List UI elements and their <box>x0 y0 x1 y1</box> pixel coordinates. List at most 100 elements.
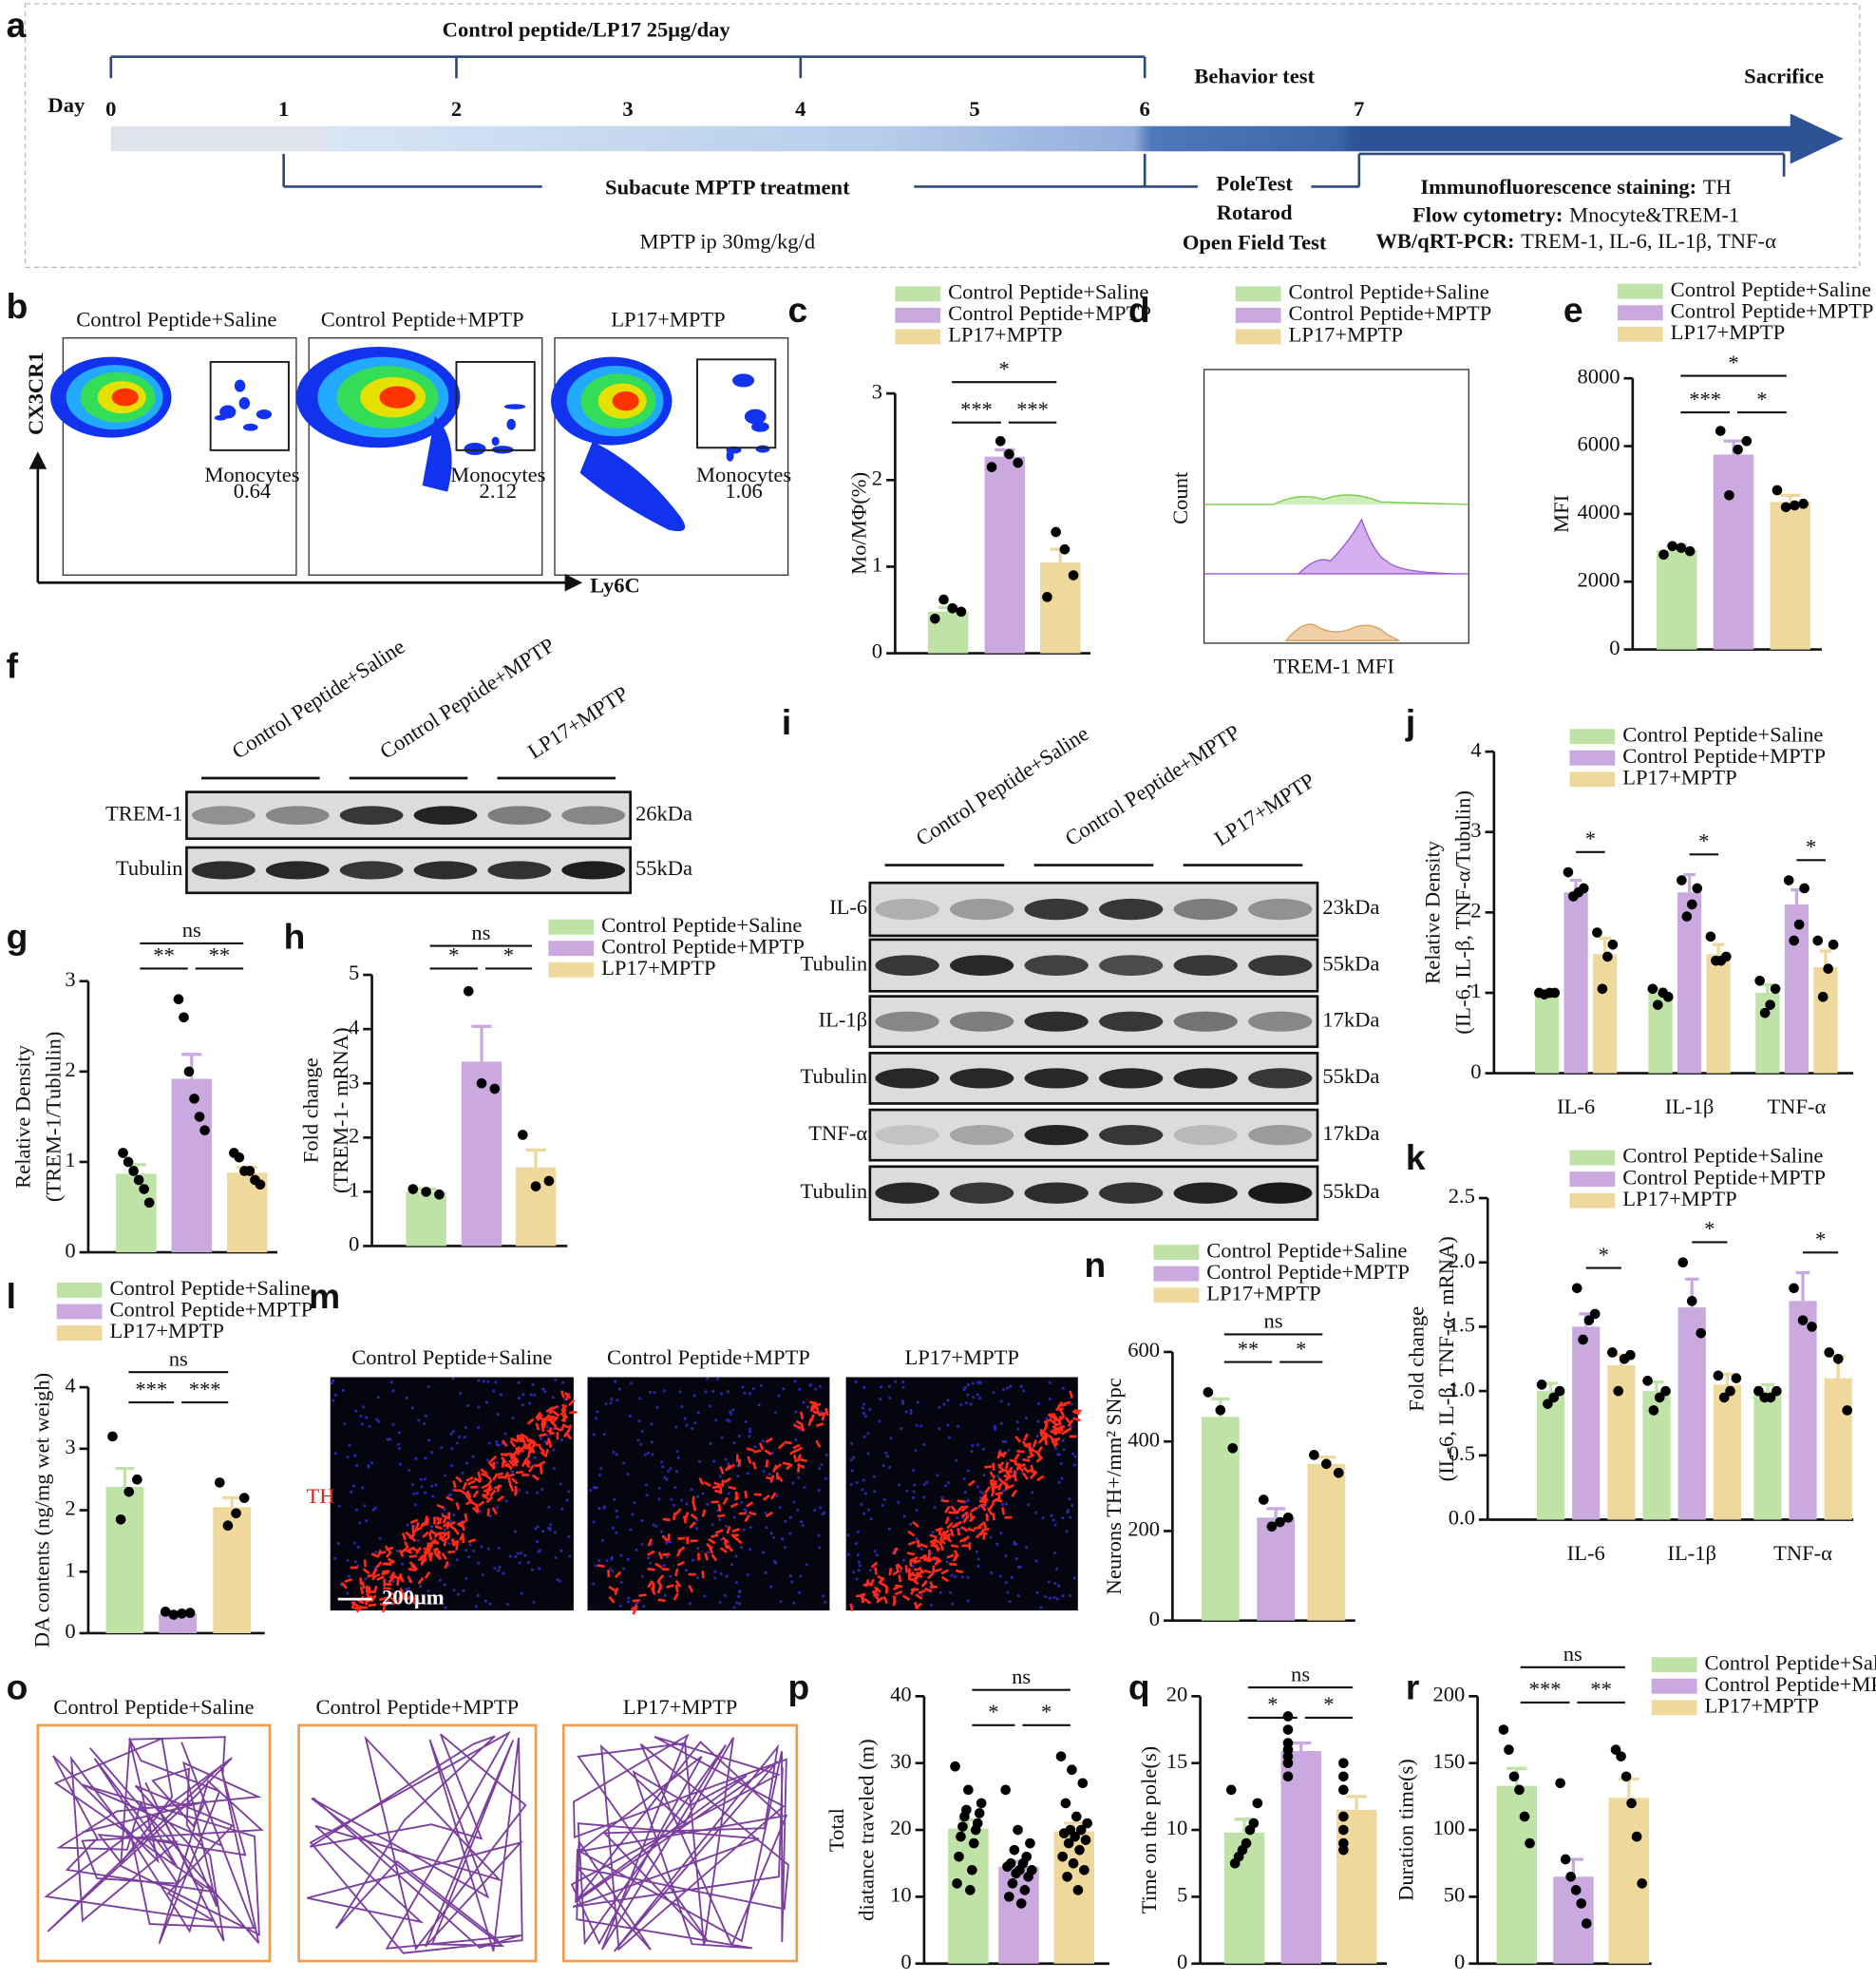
neuron <box>932 1565 936 1573</box>
nucleus <box>929 1588 932 1590</box>
gate-value: 0.64 <box>234 479 271 503</box>
neuron <box>447 1520 456 1527</box>
neuron <box>711 1553 718 1562</box>
nucleus <box>559 1482 562 1486</box>
neuron <box>758 1442 765 1451</box>
density <box>612 390 639 411</box>
neuron <box>632 1598 640 1603</box>
neuron <box>946 1553 955 1559</box>
legend-label: Control Peptide+MPTP <box>1671 298 1874 322</box>
nucleus <box>501 1442 504 1445</box>
y-axis-label: Total <box>824 1808 848 1852</box>
legend-label: Control Peptide+Saline <box>948 279 1148 303</box>
data-point <box>1592 927 1602 938</box>
nucleus <box>354 1409 358 1413</box>
data-point <box>530 1181 541 1191</box>
data-point <box>1282 1771 1294 1782</box>
data-point <box>1676 543 1687 553</box>
nucleus <box>430 1484 433 1488</box>
neuron <box>455 1475 463 1483</box>
data-point <box>1227 1442 1239 1454</box>
nucleus <box>849 1458 853 1461</box>
data-point <box>1525 1837 1535 1849</box>
nucleus <box>410 1406 414 1410</box>
nucleus <box>368 1425 371 1428</box>
nucleus <box>880 1385 882 1389</box>
significance-label: * <box>1728 351 1738 374</box>
data-point <box>1057 1851 1068 1862</box>
neuron <box>796 1454 802 1462</box>
blot-band <box>561 806 626 825</box>
row-label: Tubulin <box>116 856 183 880</box>
nucleus <box>791 1481 795 1485</box>
event <box>744 409 767 425</box>
data-point <box>1589 1308 1601 1320</box>
neuron <box>539 1433 547 1437</box>
bar <box>116 1173 157 1253</box>
nucleus <box>346 1591 350 1595</box>
nucleus <box>665 1541 669 1545</box>
nucleus <box>423 1422 426 1425</box>
y-tick-label: 0 <box>1470 1059 1481 1083</box>
nucleus <box>554 1555 558 1559</box>
y-tick-label: 0 <box>65 1619 75 1643</box>
nucleus <box>714 1418 717 1422</box>
density-tail <box>579 441 686 532</box>
nucleus <box>1002 1388 1005 1391</box>
data-point <box>1007 1878 1018 1889</box>
nucleus <box>1061 1516 1065 1519</box>
neuron <box>1057 1416 1062 1424</box>
nucleus <box>450 1464 453 1467</box>
neuron <box>1026 1453 1035 1459</box>
nucleus <box>518 1397 521 1399</box>
nucleus <box>909 1408 913 1412</box>
nucleus <box>611 1570 614 1573</box>
neuron <box>399 1587 406 1596</box>
nucleus <box>480 1545 483 1549</box>
nucleus <box>998 1449 1002 1453</box>
neuron <box>442 1515 448 1525</box>
y-tick-label: 0 <box>872 639 882 663</box>
nucleus <box>498 1547 501 1550</box>
nucleus <box>737 1595 740 1598</box>
neuron <box>1056 1400 1064 1409</box>
bar <box>1789 1301 1817 1520</box>
event <box>234 379 246 392</box>
nucleus <box>954 1575 957 1578</box>
nucleus <box>821 1513 824 1516</box>
nucleus <box>1055 1597 1059 1601</box>
legend-label: Control Peptide+MPTP <box>109 1298 313 1322</box>
gate-label: Monocytes <box>450 463 545 486</box>
nucleus <box>330 1381 333 1385</box>
neuron <box>939 1530 946 1539</box>
data-point <box>1696 1327 1707 1339</box>
neuron <box>523 1460 531 1469</box>
gate-label: Monocytes <box>204 463 299 486</box>
nucleus <box>1070 1402 1073 1406</box>
neuron <box>420 1522 428 1528</box>
nucleus <box>494 1380 498 1384</box>
y-axis-label: Mo/MΦ(%) <box>847 472 871 575</box>
nucleus <box>373 1566 377 1570</box>
legend-swatch <box>548 941 595 957</box>
neuron <box>400 1547 407 1554</box>
nucleus <box>543 1440 547 1444</box>
neuron <box>647 1550 655 1556</box>
nucleus <box>1059 1462 1063 1465</box>
nucleus <box>888 1466 892 1469</box>
bar <box>1336 1809 1377 1964</box>
nucleus <box>964 1385 967 1389</box>
nucleus <box>814 1387 818 1391</box>
neuron <box>1057 1424 1066 1433</box>
nucleus <box>738 1602 742 1606</box>
nucleus <box>693 1421 696 1425</box>
neuron <box>747 1456 752 1464</box>
data-point <box>1013 1824 1023 1836</box>
data-point <box>1058 1828 1070 1838</box>
nucleus <box>1050 1514 1053 1517</box>
arrow-head <box>28 451 47 469</box>
neuron <box>513 1456 520 1464</box>
neuron <box>1061 1428 1070 1436</box>
significance-label: * <box>1267 1692 1278 1716</box>
nucleus <box>1048 1398 1052 1400</box>
